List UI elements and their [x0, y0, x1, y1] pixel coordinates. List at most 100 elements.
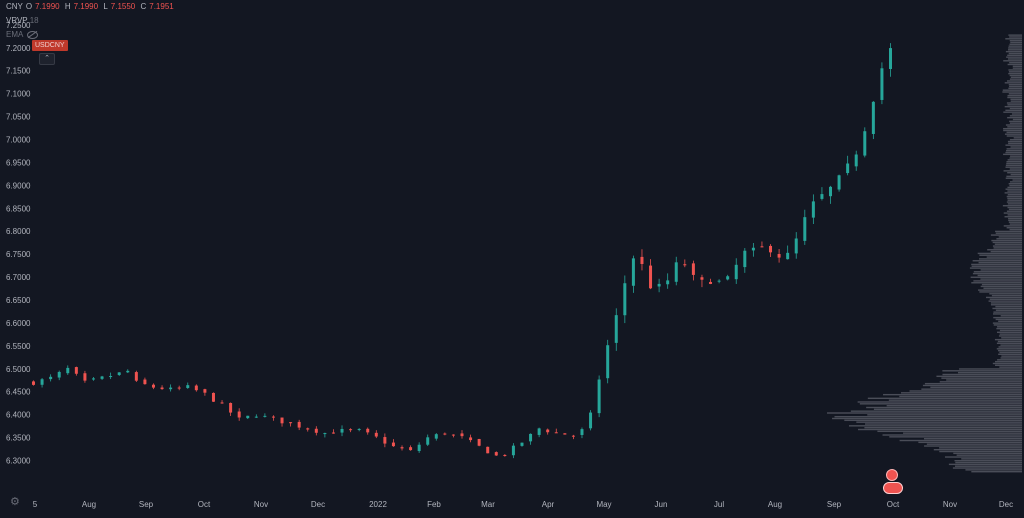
vrvp-value: 18 — [29, 16, 39, 25]
y-tick-label: 6.7500 — [6, 250, 31, 259]
volume-profile-bar — [865, 423, 1022, 425]
volume-profile-bar — [980, 278, 1022, 280]
volume-profile-bar — [987, 249, 1022, 251]
volume-profile-bar — [942, 373, 1022, 376]
volume-profile-bar — [1006, 210, 1022, 212]
volume-profile-bar — [1007, 54, 1022, 57]
candle-body — [871, 101, 875, 134]
volume-profile-bar — [1012, 118, 1022, 121]
volume-profile-bar — [886, 404, 1022, 407]
volume-profile-bar — [1006, 227, 1022, 229]
volume-profile-bar — [970, 276, 1022, 278]
volume-profile-bar — [921, 388, 1022, 390]
volume-profile-bar — [1006, 148, 1022, 150]
collapse-legend-button[interactable]: ⌃ — [39, 53, 55, 65]
volume-profile-bar — [980, 285, 1022, 288]
candle-body — [829, 186, 833, 197]
volume-profile-bar — [1005, 151, 1022, 154]
candle-body — [657, 283, 661, 287]
volume-profile-bar — [1011, 113, 1022, 115]
x-tick-label: Dec — [999, 500, 1013, 509]
candle-body — [486, 446, 490, 454]
volume-profile-bar — [903, 432, 1022, 434]
volume-profile-bar — [1013, 137, 1022, 139]
volume-profile-bar — [981, 283, 1022, 286]
volume-profile-bar — [1003, 225, 1022, 227]
y-tick-label: 7.1000 — [6, 90, 31, 99]
volume-profile-bar — [899, 395, 1022, 398]
high-value: 7.1990 — [73, 2, 99, 11]
x-tick-label: Sep — [139, 500, 154, 509]
volume-profile-bar — [930, 386, 1022, 389]
candle-body — [391, 442, 395, 447]
volume-profile-bar — [995, 305, 1022, 308]
volume-profile-bar — [1009, 39, 1022, 42]
volume-profile-bar — [1001, 337, 1022, 339]
candle-body — [580, 429, 584, 435]
candle-body — [683, 264, 687, 266]
volume-profile-bar — [1007, 116, 1022, 119]
volume-profile-bar — [972, 272, 1022, 275]
indicator-vrvp[interactable]: VRVP 18 — [6, 14, 177, 28]
open-value: 7.1990 — [35, 2, 60, 11]
volume-profile-bar — [971, 263, 1022, 266]
ticker-badge[interactable]: USDCNY — [32, 40, 68, 51]
candle-body — [503, 454, 507, 456]
volume-profile-bar — [1009, 157, 1022, 159]
volume-profile-bar — [1006, 160, 1022, 163]
volume-profile-bar — [1008, 72, 1022, 75]
volume-profile-bar — [1009, 138, 1022, 141]
volume-profile-bar — [867, 414, 1022, 416]
time-axis: 5 Aug Sep Oct Nov Dec 2022 Feb Mar Apr May Jun Jul Au… — [33, 500, 1013, 509]
y-tick-label: 7.2500 — [6, 21, 31, 30]
volume-profile-bar — [997, 340, 1022, 343]
volume-profile-bar — [1005, 166, 1022, 168]
volume-profile-bar — [978, 261, 1022, 264]
volume-profile-bar — [1008, 87, 1022, 90]
volume-profile-bar — [965, 469, 1022, 471]
volume-profile-bar — [849, 425, 1022, 427]
volume-profile-bar — [961, 458, 1022, 460]
volume-profile-bar — [1007, 49, 1022, 51]
volume-profile-bar — [926, 443, 1022, 445]
indicator-ema[interactable]: EMA — [6, 28, 177, 42]
volume-profile-bar — [939, 447, 1022, 449]
volume-profile-bar — [1007, 206, 1022, 209]
news-flag-icon[interactable] — [883, 482, 903, 494]
eye-hidden-icon[interactable] — [27, 30, 39, 39]
candle-body — [203, 389, 207, 393]
volume-profile-bar — [1008, 219, 1022, 222]
volume-profile-bar — [994, 338, 1022, 341]
candle-body — [331, 432, 335, 434]
candle-body — [589, 412, 593, 429]
volume-profile-bar — [1008, 208, 1022, 211]
candle-body — [246, 415, 250, 419]
candle-body — [820, 194, 824, 199]
gear-icon[interactable]: ⚙ — [10, 496, 20, 508]
candle-body — [289, 422, 293, 424]
volume-profile-bar — [1008, 34, 1022, 36]
candle-body — [426, 437, 430, 445]
y-tick-label: 6.9000 — [6, 181, 31, 190]
volume-profile-bar — [999, 366, 1022, 368]
volume-profile-bar — [924, 382, 1022, 385]
volume-profile-bar — [997, 326, 1022, 328]
candle-body — [143, 379, 147, 385]
candle-body — [314, 428, 318, 433]
ohlc-readout: CNY O 7.1990 H 7.1990 L 7.1550 C 7.1951 — [6, 0, 177, 14]
volume-profile-bar — [889, 436, 1022, 438]
candle-body — [91, 378, 95, 380]
volume-profile-bar — [998, 346, 1022, 348]
volume-profile-bar — [924, 445, 1022, 447]
volume-profile-bar — [1002, 205, 1022, 207]
volume-profile-bar — [993, 247, 1022, 249]
event-marker-icon[interactable] — [886, 469, 898, 481]
candles — [32, 43, 892, 459]
volume-profile-bar — [1004, 105, 1022, 108]
candle-body — [640, 256, 644, 264]
volume-profile-bar — [1012, 179, 1022, 181]
high-key: H — [64, 2, 71, 11]
volume-profile-bar — [1003, 129, 1022, 132]
volume-profile-bar — [1002, 91, 1022, 93]
